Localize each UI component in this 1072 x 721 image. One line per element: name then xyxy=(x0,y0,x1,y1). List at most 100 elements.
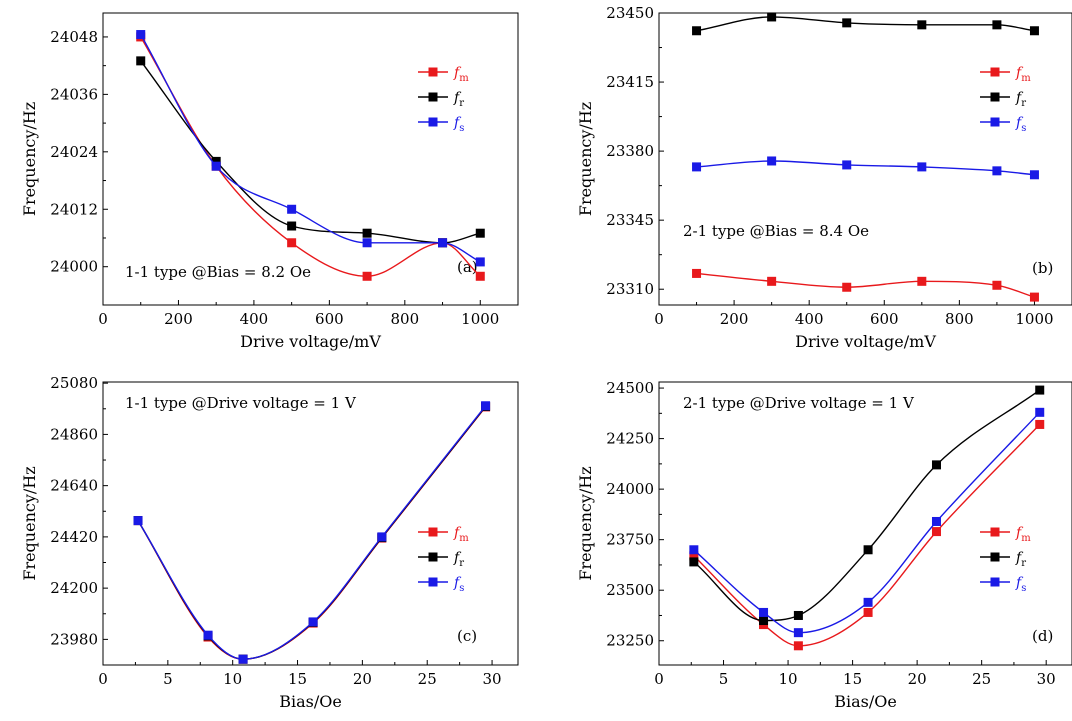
panel-annotation: 2-1 type @Drive voltage = 1 V xyxy=(683,394,915,412)
data-point-fr xyxy=(992,20,1001,29)
legend-marker-fs xyxy=(991,118,1000,127)
legend-label-fr: fr xyxy=(1015,550,1026,569)
x-tick-label: 25 xyxy=(418,670,437,688)
data-point-fm xyxy=(794,641,803,650)
series-line-fr xyxy=(697,17,1035,31)
panel-label: (b) xyxy=(1032,259,1053,277)
legend-label-subscript: s xyxy=(1021,123,1026,134)
legend-label-subscript: s xyxy=(1021,583,1026,594)
plot-frame-d xyxy=(659,382,1072,665)
data-point-fs xyxy=(204,631,213,640)
legend-label-fm: fm xyxy=(1015,65,1031,84)
panel-a: 0 200 400 600 800 1000 24000 24012 24024 24036 240… xyxy=(20,13,518,351)
x-tick-label: 1000 xyxy=(1015,310,1053,328)
panel-b: 0 200 400 600 800 100023310233452338023415234… xyxy=(576,4,1072,351)
data-point-fs xyxy=(239,655,248,664)
x-tick-label: 10 xyxy=(223,670,242,688)
y-tick-label: 24048 xyxy=(50,28,98,46)
data-point-fr xyxy=(136,56,145,65)
x-tick-label: 800 xyxy=(945,310,974,328)
legend-label-fs: fs xyxy=(1015,575,1026,594)
y-tick-label: 23310 xyxy=(606,280,654,298)
legend-label-subscript: r xyxy=(1021,98,1026,109)
data-point-fm xyxy=(864,608,873,617)
legend-label-fs: fs xyxy=(453,115,464,134)
panel-annotation: 2-1 type @Bias = 8.4 Oe xyxy=(683,222,869,240)
y-tick-label: 24200 xyxy=(50,579,98,597)
legend-marker-fm xyxy=(991,528,1000,537)
panel-label: (d) xyxy=(1032,627,1053,645)
x-tick-label: 600 xyxy=(315,310,344,328)
data-point-fr xyxy=(917,20,926,29)
y-axis-label: Frequency/Hz xyxy=(576,102,595,216)
x-tick-label: 20 xyxy=(353,670,372,688)
panel-label: (c) xyxy=(457,627,477,645)
legend-marker-fr xyxy=(429,93,438,102)
x-tick-label: 15 xyxy=(288,670,307,688)
legend-label-subscript: m xyxy=(1021,73,1031,84)
series-line-fm xyxy=(697,273,1035,297)
legend-marker-fr xyxy=(429,553,438,562)
data-point-fr xyxy=(476,229,485,238)
data-point-fr xyxy=(842,18,851,27)
x-tick-label: 0 xyxy=(654,670,664,688)
data-point-fm xyxy=(1035,420,1044,429)
y-tick-label: 23380 xyxy=(606,142,654,160)
data-point-fs xyxy=(864,598,873,607)
data-point-fm xyxy=(287,238,296,247)
legend-label-subscript: s xyxy=(459,123,464,134)
data-point-fr xyxy=(689,557,698,566)
legend-marker-fm xyxy=(991,68,1000,77)
y-axis-label: Frequency/Hz xyxy=(20,102,39,216)
x-tick-label: 30 xyxy=(1037,670,1056,688)
data-point-fs xyxy=(932,517,941,526)
data-point-fs xyxy=(689,545,698,554)
data-point-fm xyxy=(363,272,372,281)
x-tick-label: 400 xyxy=(240,310,269,328)
data-point-fr xyxy=(759,616,768,625)
y-tick-label: 23345 xyxy=(606,211,654,229)
x-tick-label: 200 xyxy=(720,310,749,328)
data-point-fm xyxy=(932,527,941,536)
y-tick-label: 24640 xyxy=(50,477,98,495)
y-tick-label: 24420 xyxy=(50,528,98,546)
y-tick-label: 24012 xyxy=(50,200,98,218)
panel-c: 0 5 10 15 20 25 302398024200244202464024860250… xyxy=(20,374,518,711)
y-tick-label: 24036 xyxy=(50,85,98,103)
y-tick-label: 23980 xyxy=(50,630,98,648)
legend-label-subscript: r xyxy=(459,98,464,109)
data-point-fs xyxy=(287,205,296,214)
legend-label-subscript: m xyxy=(1021,533,1031,544)
x-tick-label: 400 xyxy=(795,310,824,328)
data-point-fs xyxy=(992,166,1001,175)
legend-label-fr: fr xyxy=(1015,90,1026,109)
legend-marker-fs xyxy=(429,118,438,127)
legend-label-fs: fs xyxy=(1015,115,1026,134)
data-point-fr xyxy=(794,611,803,620)
y-axis-label: Frequency/Hz xyxy=(20,466,39,580)
data-point-fs xyxy=(692,162,701,171)
x-axis-label: Drive voltage/mV xyxy=(240,332,381,351)
data-point-fs xyxy=(309,617,318,626)
data-point-fr xyxy=(1030,26,1039,35)
data-point-fs xyxy=(917,162,926,171)
data-point-fs xyxy=(136,30,145,39)
data-point-fr xyxy=(363,229,372,238)
legend-label-fm: fm xyxy=(453,65,469,84)
data-point-fr xyxy=(692,26,701,35)
data-point-fs xyxy=(476,257,485,266)
data-point-fr xyxy=(1035,386,1044,395)
panel-annotation: 1-1 type @Drive voltage = 1 V xyxy=(125,394,357,412)
y-tick-label: 23415 xyxy=(606,73,654,91)
data-point-fm xyxy=(992,281,1001,290)
plot-frame-a xyxy=(103,13,518,305)
legend-marker-fs xyxy=(429,578,438,587)
data-point-fs xyxy=(438,238,447,247)
x-tick-label: 10 xyxy=(779,670,798,688)
legend-marker-fm xyxy=(429,528,438,537)
x-tick-label: 800 xyxy=(390,310,419,328)
y-tick-label: 24860 xyxy=(50,425,98,443)
data-point-fs xyxy=(759,608,768,617)
x-tick-label: 0 xyxy=(98,670,108,688)
